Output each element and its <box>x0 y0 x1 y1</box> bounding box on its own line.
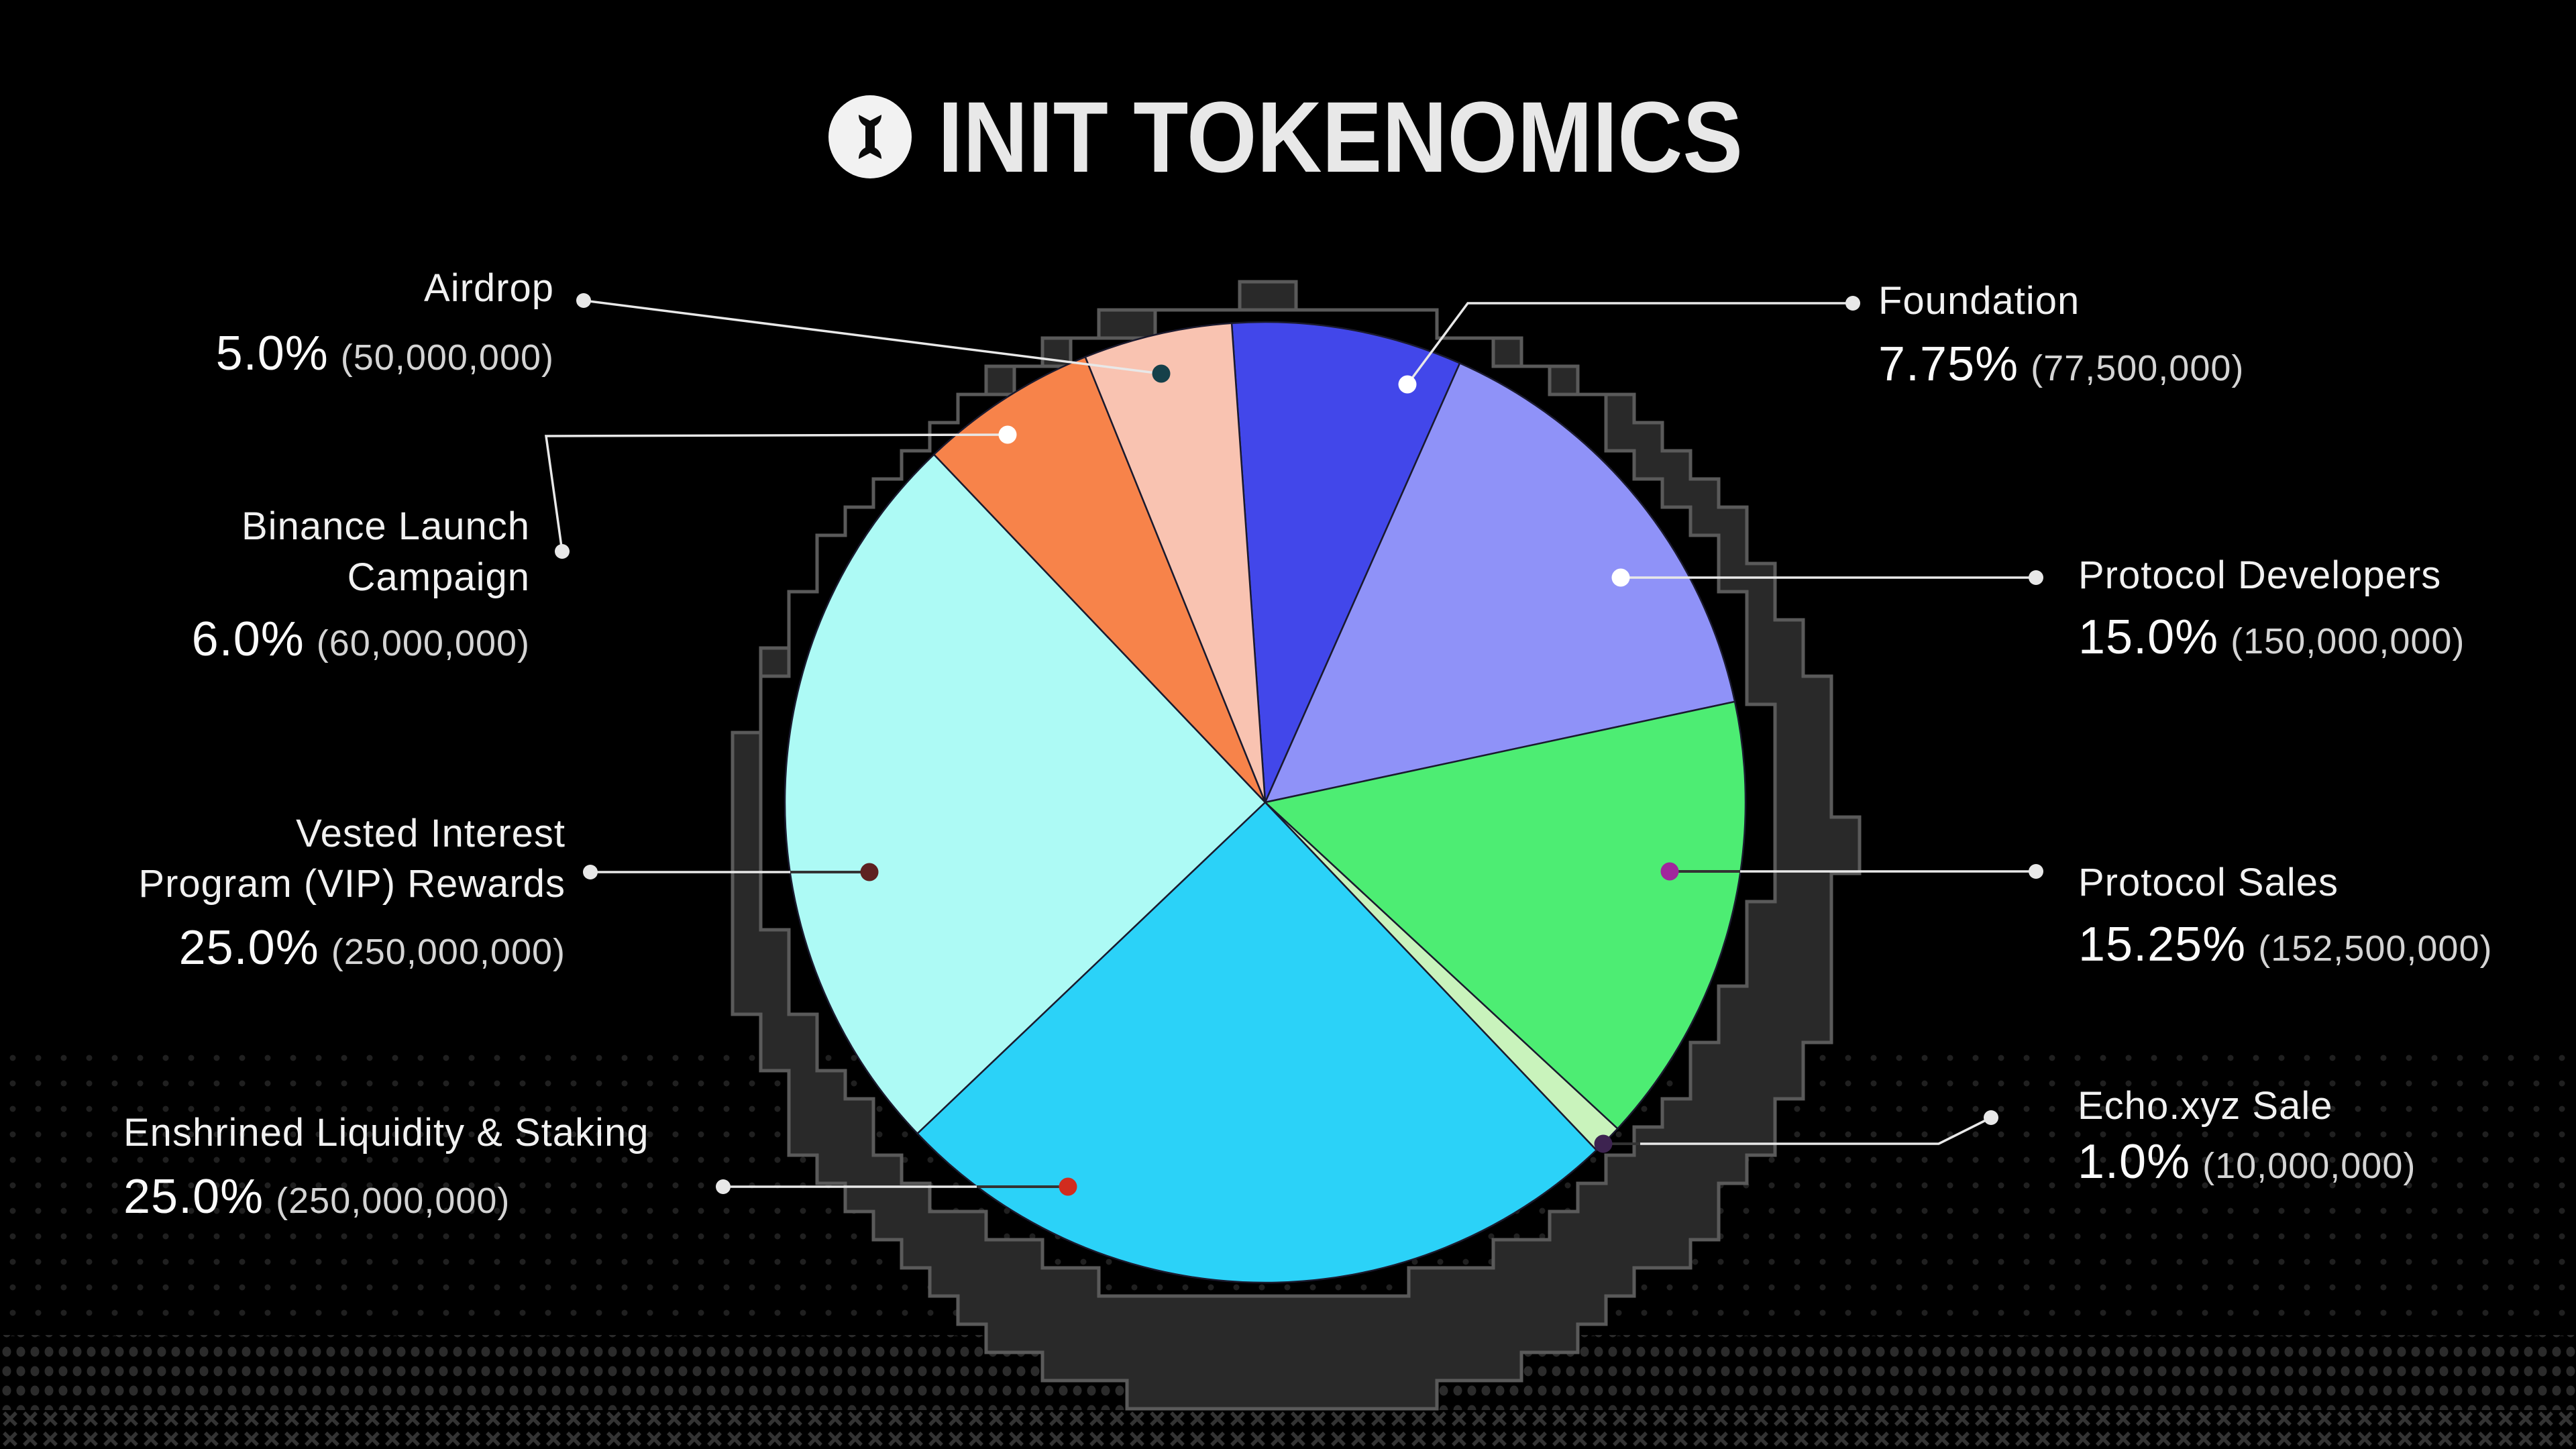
slice-dot-foundation <box>1398 375 1417 394</box>
label-airdrop-name-line1: Airdrop <box>424 266 554 310</box>
label-airdrop-percent: 5.0% <box>216 327 329 380</box>
callout-lines <box>544 293 2043 1196</box>
callout-labels: Foundation 7.75% (77,500,000) Protocol Deve… <box>123 266 2492 1224</box>
pie-slice-enshrined_liquidity_staking <box>916 801 1598 1284</box>
label-binance_launch_campaign-name-line2: Campaign <box>347 555 530 599</box>
label-binance_launch_campaign-percent: 6.0% <box>192 612 305 666</box>
x-grid-texture <box>0 1409 2576 1449</box>
label-enshrined_liquidity_staking-value: 25.0% (250,000,000) <box>123 1170 510 1224</box>
label-dot-vip_rewards <box>583 865 598 879</box>
leader-line-echo_sale <box>1603 1116 1992 1145</box>
slice-dot-enshrined_liquidity_staking <box>1059 1177 1077 1196</box>
label-echo_sale-value: 1.0% (10,000,000) <box>2078 1135 2416 1189</box>
label-enshrined_liquidity_staking-amount: (250,000,000) <box>276 1181 510 1221</box>
slice-dot-protocol_developers <box>1611 568 1630 587</box>
label-airdrop-value: 5.0% (50,000,000) <box>216 327 554 380</box>
label-dot-binance_launch_campaign <box>555 544 570 559</box>
label-echo_sale-name-line1: Echo.xyz Sale <box>2078 1084 2333 1128</box>
label-dot-protocol_sales <box>2029 864 2043 879</box>
label-protocol_sales-amount: (152,500,000) <box>2258 928 2492 969</box>
pixel-ring-band <box>731 280 1862 1411</box>
label-echo_sale-amount: (10,000,000) <box>2202 1146 2416 1186</box>
slice-dot-binance_launch_campaign <box>998 425 1017 444</box>
label-dot-foundation <box>1845 296 1860 311</box>
label-vip_rewards-amount: (250,000,000) <box>331 932 566 972</box>
label-echo_sale-percent: 1.0% <box>2078 1135 2190 1189</box>
pie-slice-binance_launch_campaign <box>932 356 1267 803</box>
label-dot-airdrop <box>576 293 591 308</box>
pie-slice-vip_rewards <box>784 453 1267 1135</box>
label-vip_rewards-name-line2: Program (VIP) Rewards <box>138 862 566 906</box>
pie-chart <box>784 321 1747 1284</box>
label-binance_launch_campaign-value: 6.0% (60,000,000) <box>192 612 530 666</box>
slice-dot-echo_sale <box>1594 1134 1613 1153</box>
init-bone-logo-icon <box>828 95 912 178</box>
page-title: INIT TOKENOMICS <box>938 80 1743 193</box>
label-protocol_developers-name-line1: Protocol Developers <box>2078 553 2441 597</box>
label-dot-echo_sale <box>1984 1110 1998 1125</box>
label-foundation-amount: (77,500,000) <box>2031 348 2244 388</box>
label-protocol_sales-name-line1: Protocol Sales <box>2078 861 2339 904</box>
label-vip_rewards-value: 25.0% (250,000,000) <box>179 921 566 975</box>
label-airdrop-amount: (50,000,000) <box>341 337 554 378</box>
slice-dot-protocol_sales <box>1660 862 1679 881</box>
pie-slice-airdrop <box>1084 322 1267 803</box>
label-dot-protocol_developers <box>2029 570 2043 585</box>
leader-line-binance_launch_campaign <box>544 433 1008 552</box>
slice-dot-vip_rewards <box>860 863 879 881</box>
label-binance_launch_campaign-amount: (60,000,000) <box>317 623 530 663</box>
pie-slice-protocol_sales <box>1263 700 1747 1130</box>
label-binance_launch_campaign-name-line1: Binance Launch <box>241 504 530 548</box>
label-dot-enshrined_liquidity_staking <box>716 1179 731 1194</box>
label-foundation-name-line1: Foundation <box>1878 279 2080 323</box>
slice-dot-airdrop <box>1152 364 1171 383</box>
header: INIT TOKENOMICS <box>828 80 1743 193</box>
leader-line-airdrop <box>583 299 1162 375</box>
label-vip_rewards-name-line1: Vested Interest <box>296 812 566 855</box>
label-foundation-percent: 7.75% <box>1878 337 2019 391</box>
label-protocol_sales-percent: 15.25% <box>2078 918 2246 971</box>
label-protocol_developers-value: 15.0% (150,000,000) <box>2078 610 2465 664</box>
label-foundation-value: 7.75% (77,500,000) <box>1878 337 2244 391</box>
label-protocol_developers-amount: (150,000,000) <box>2231 621 2465 661</box>
pixelated-ring <box>731 280 1862 1411</box>
label-enshrined_liquidity_staking-percent: 25.0% <box>123 1170 264 1224</box>
pie-slice-protocol_developers <box>1263 362 1736 804</box>
label-enshrined_liquidity_staking-name-line1: Enshrined Liquidity & Staking <box>123 1111 649 1155</box>
label-vip_rewards-percent: 25.0% <box>179 921 319 975</box>
label-protocol_sales-value: 15.25% (152,500,000) <box>2078 918 2492 971</box>
label-protocol_developers-percent: 15.0% <box>2078 610 2218 664</box>
pie-slice-foundation <box>1230 321 1461 803</box>
leader-line-foundation <box>1406 302 1853 386</box>
